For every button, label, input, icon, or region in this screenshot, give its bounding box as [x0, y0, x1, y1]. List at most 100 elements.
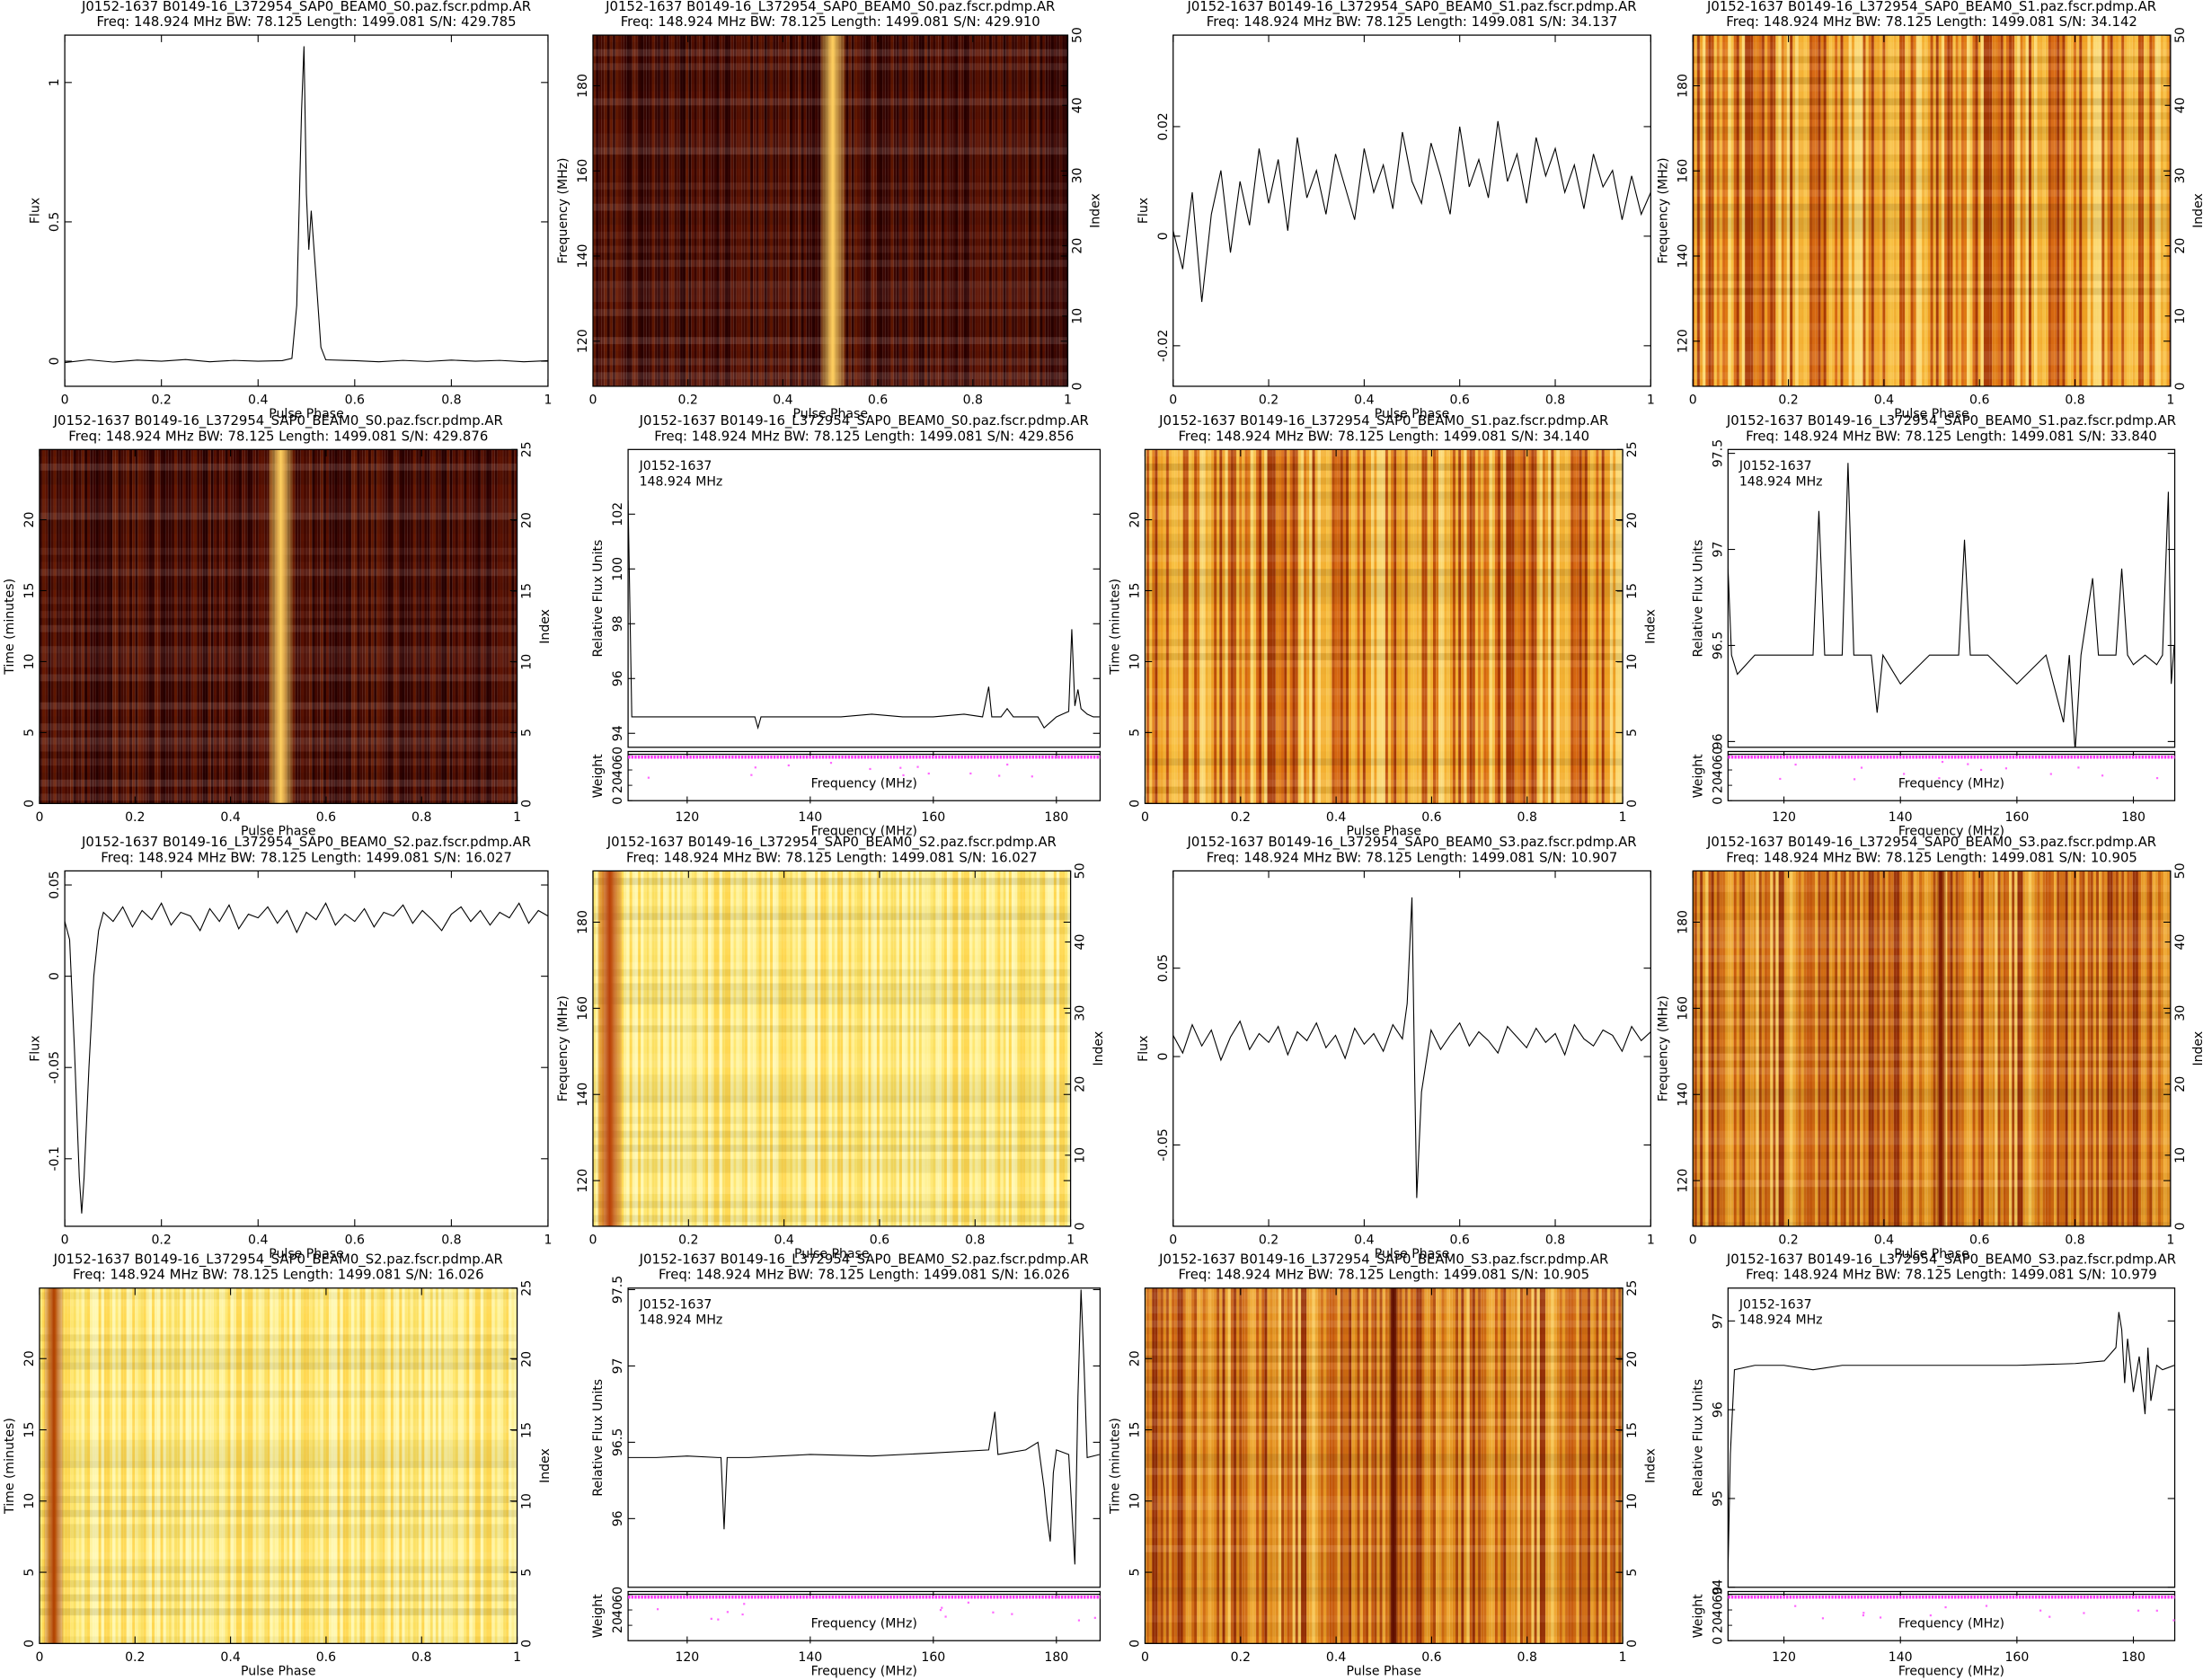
y-tick-label: 0	[1128, 1640, 1143, 1648]
x-tick-label: 160	[921, 810, 945, 825]
y-axis-label: Time (minutes)	[3, 1418, 17, 1515]
weight-outlier	[1903, 773, 1906, 775]
x-tick-label: 1	[513, 1650, 521, 1665]
y2-axis-label: Index	[538, 609, 553, 644]
y2-tick-label: 20	[520, 1351, 535, 1367]
plot-frame	[1692, 870, 2172, 1227]
y-axis-label: Flux	[1137, 1036, 1151, 1062]
weight-outlier	[869, 767, 871, 771]
x-tick-label: 0.6	[868, 393, 888, 408]
weight-outlier	[2039, 1609, 2042, 1612]
weight-outlier	[939, 1609, 942, 1612]
y2-tick-label: 15	[1625, 1422, 1640, 1438]
x-tick-label: 1	[544, 393, 552, 408]
y2-tick-label: 10	[520, 654, 535, 670]
x-axis-label: Pulse Phase	[1347, 825, 1422, 839]
annotation: 148.924 MHz	[1739, 474, 1823, 489]
profile-line	[628, 1289, 1100, 1565]
y-axis-label: Frequency (MHz)	[1656, 157, 1670, 263]
weight-outlier	[710, 1617, 712, 1620]
y2-tick-label: 15	[520, 583, 535, 599]
x-tick-label: 120	[1772, 1650, 1796, 1665]
weight-tick-label: 40	[611, 1602, 625, 1618]
y-tick-label: 15	[1128, 583, 1143, 599]
y-axis-label: Relative Flux Units	[591, 1379, 606, 1497]
heatmap	[1693, 871, 2171, 1226]
y-tick-label: 0.05	[1156, 954, 1171, 982]
y2-tick-label: 25	[1625, 441, 1640, 457]
weight-outlier	[1860, 766, 1863, 769]
y2-tick-label: 50	[1074, 862, 1088, 879]
y-tick-label: 15	[22, 1422, 37, 1438]
y-tick-label: 0.05	[48, 871, 62, 898]
panel-subtitle: Freq: 148.924 MHz BW: 78.125 Length: 149…	[73, 1267, 484, 1283]
y-tick-label: 0	[1156, 1053, 1171, 1061]
weight-frame	[1727, 750, 2176, 801]
panel-subtitle: Freq: 148.924 MHz BW: 78.125 Length: 149…	[1726, 13, 2137, 30]
weight-outlier	[1985, 1605, 1988, 1607]
x-tick-label: 0.4	[220, 1650, 240, 1665]
panel-title: J0152-1637 B0149-16_L372954_SAP0_BEAM0_S…	[1726, 1251, 2176, 1268]
weight-x-label: Frequency (MHz)	[811, 776, 917, 791]
x-axis-label: Pulse Phase	[794, 1247, 870, 1261]
plot-frame	[1172, 870, 1651, 1227]
plot-frame	[64, 870, 549, 1227]
weight-outlier	[1779, 777, 1782, 781]
y2-tick-label: 10	[2173, 308, 2188, 324]
weight-tick-label: 60	[611, 1587, 625, 1603]
y2-tick-label: 20	[2173, 238, 2188, 254]
x-tick-label: 0.4	[1874, 393, 1894, 408]
pulse-stripe	[597, 871, 622, 1226]
y-tick-label: 20	[1128, 512, 1143, 528]
y2-tick-label: 10	[520, 1493, 535, 1509]
pulse-stripe	[1388, 1287, 1399, 1644]
y2-tick-label: 25	[520, 441, 535, 457]
x-axis-label: Pulse Phase	[1375, 1247, 1450, 1261]
y2-tick-label: 30	[1070, 167, 1084, 183]
y-tick-label: 160	[576, 996, 590, 1021]
weight-outlier	[927, 772, 930, 775]
weight-frame	[627, 750, 1102, 801]
panel-subtitle: Freq: 148.924 MHz BW: 78.125 Length: 149…	[101, 849, 512, 865]
y2-tick-label: 0	[520, 1640, 535, 1648]
panel-title: J0152-1637 B0149-16_L372954_SAP0_BEAM0_S…	[1186, 834, 1636, 850]
x-axis-label: Frequency (MHz)	[811, 825, 917, 839]
x-axis-label: Frequency (MHz)	[811, 1665, 917, 1679]
y-tick-label: 94	[1711, 1579, 1725, 1596]
x-tick-label: 0.2	[678, 1233, 698, 1248]
x-tick-label: 1	[1064, 393, 1072, 408]
plot-frame	[592, 870, 1072, 1227]
x-tick-label: 0.2	[1259, 393, 1278, 408]
x-tick-label: 0.4	[773, 393, 792, 408]
plot-frame	[1144, 448, 1623, 804]
y2-tick-label: 25	[520, 1280, 535, 1296]
panel-title: J0152-1637 B0149-16_L372954_SAP0_BEAM0_S…	[1186, 0, 1636, 14]
y2-tick-label: 40	[2173, 934, 2188, 951]
x-tick-label: 0.4	[1874, 1233, 1894, 1248]
y2-tick-label: 0	[2173, 1222, 2188, 1230]
x-tick-label: 160	[2004, 810, 2029, 825]
weight-outlier	[2172, 1619, 2175, 1622]
y2-tick-label: 0	[1625, 1640, 1640, 1648]
y-tick-label: 120	[576, 329, 590, 353]
x-tick-label: 1	[1619, 810, 1627, 825]
panel-subtitle: Freq: 148.924 MHz BW: 78.125 Length: 149…	[1178, 1267, 1589, 1283]
y-tick-label: 140	[576, 1083, 590, 1107]
weight-outlier	[829, 762, 833, 765]
x-tick-label: 0.2	[1778, 1233, 1798, 1248]
y-tick-label: 96.5	[1711, 632, 1725, 659]
pulse-stripe	[1936, 871, 1947, 1226]
x-tick-label: 0	[589, 1233, 597, 1248]
x-tick-label: 1	[1619, 1650, 1627, 1665]
x-tick-label: 0.4	[774, 1233, 793, 1248]
weight-tick-label: 20	[1711, 777, 1725, 793]
weight-outlier	[2004, 767, 2008, 770]
plot-frame	[1144, 1287, 1623, 1644]
weight-outlier	[1879, 1616, 1882, 1619]
weight-tick-label: 20	[1711, 1617, 1725, 1633]
panel-title: J0152-1637 B0149-16_L372954_SAP0_BEAM0_S…	[1706, 834, 2156, 850]
y-tick-label: 0	[48, 358, 62, 366]
annotation: J0152-1637	[1739, 1298, 1812, 1313]
panel-subtitle: Freq: 148.924 MHz BW: 78.125 Length: 149…	[659, 1267, 1070, 1283]
y2-tick-label: 0	[1070, 382, 1084, 390]
